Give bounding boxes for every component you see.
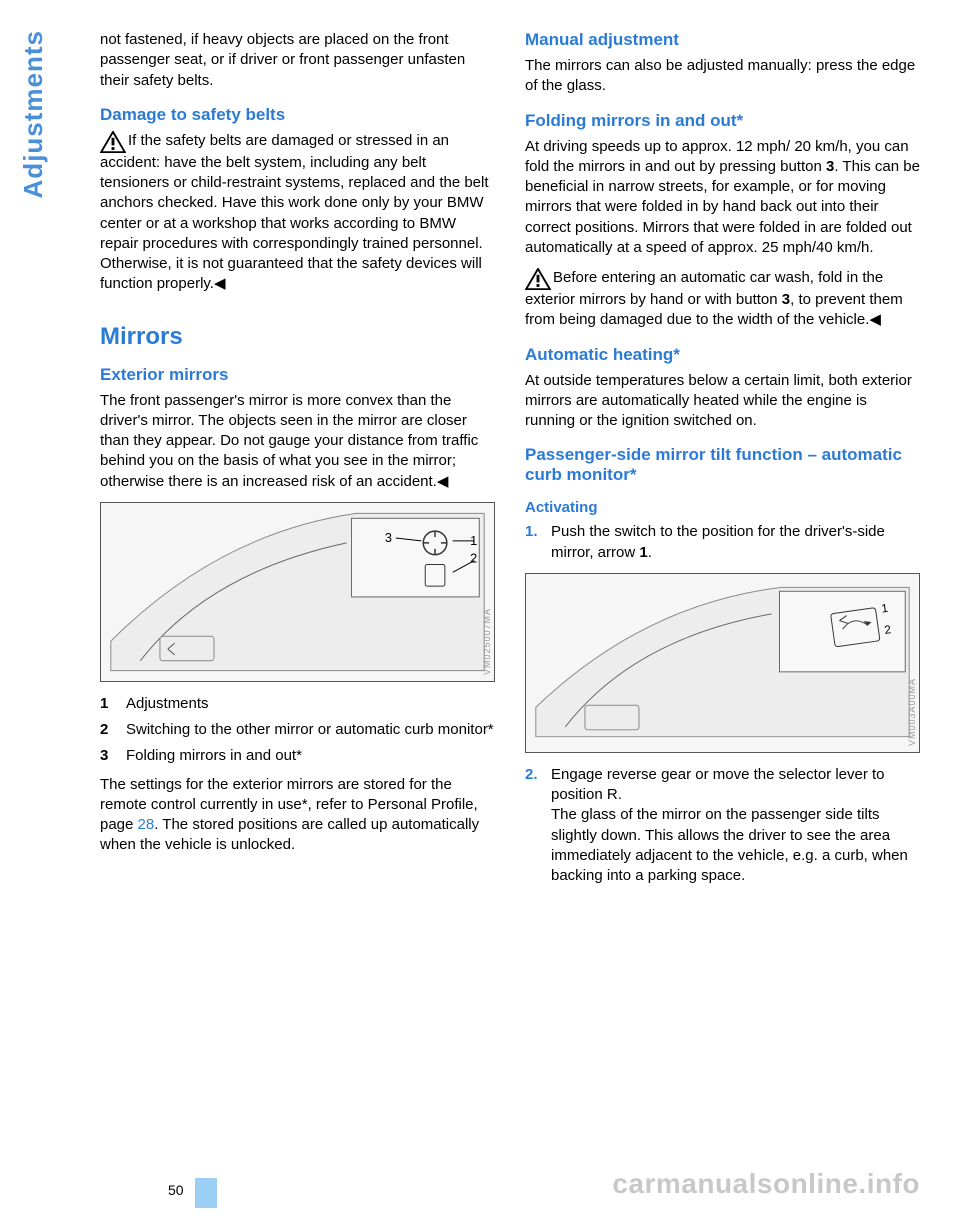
step-item: 2. Engage reverse gear or move the selec… xyxy=(525,765,920,887)
damage-text: If the safety belts are damaged or stres… xyxy=(100,132,489,293)
auto-heat-text: At outside temperatures below a certain … xyxy=(525,371,920,432)
page-reference-link[interactable]: 28 xyxy=(138,816,155,833)
figure-tilt: 1 2 VM003A00MA xyxy=(525,573,920,753)
heading-auto-heating: Automatic heating* xyxy=(525,345,920,365)
folding-warning: Before entering an automatic car wash, f… xyxy=(525,268,920,331)
damage-paragraph: If the safety belts are damaged or stres… xyxy=(100,131,495,295)
heading-mirrors: Mirrors xyxy=(100,323,495,351)
figure-code: VM025007MA xyxy=(482,608,492,675)
legend-list: 1Adjustments 2Switching to the other mir… xyxy=(100,694,495,767)
heading-exterior-mirrors: Exterior mirrors xyxy=(100,365,495,385)
steps-list-2: 2. Engage reverse gear or move the selec… xyxy=(525,765,920,887)
svg-text:3: 3 xyxy=(385,530,392,545)
legend-item: 3Folding mirrors in and out* xyxy=(100,746,495,766)
heading-folding: Folding mirrors in and out* xyxy=(525,111,920,131)
legend-item: 2Switching to the other mirror or automa… xyxy=(100,720,495,740)
warning-icon xyxy=(100,131,126,153)
heading-damage: Damage to safety belts xyxy=(100,105,495,125)
content-columns: not fastened, if heavy objects are place… xyxy=(100,30,920,894)
right-column: Manual adjustment The mirrors can also b… xyxy=(525,30,920,894)
heading-activating: Activating xyxy=(525,499,920,516)
intro-paragraph: not fastened, if heavy objects are place… xyxy=(100,30,495,91)
steps-list: 1. Push the switch to the position for t… xyxy=(525,522,920,563)
folding-text: At driving speeds up to approx. 12 mph/ … xyxy=(525,137,920,259)
page-number: 50 xyxy=(168,1182,184,1198)
page-tab xyxy=(195,1178,217,1208)
page: Adjustments not fastened, if heavy objec… xyxy=(0,0,960,1220)
figure-mirror-controls: 3 1 2 VM025007MA xyxy=(100,502,495,682)
warning-icon xyxy=(525,268,551,290)
exterior-text: The front passenger's mirror is more con… xyxy=(100,391,495,492)
step-item: 1. Push the switch to the position for t… xyxy=(525,522,920,563)
heading-tilt: Passenger-side mirror tilt function – au… xyxy=(525,445,920,485)
manual-text: The mirrors can also be adjusted manuall… xyxy=(525,56,920,97)
heading-manual: Manual adjustment xyxy=(525,30,920,50)
legend-item: 1Adjustments xyxy=(100,694,495,714)
sidebar-section-label: Adjustments xyxy=(18,30,49,198)
left-column: not fastened, if heavy objects are place… xyxy=(100,30,495,894)
figure-code: VM003A00MA xyxy=(907,678,917,746)
watermark: carmanualsonline.info xyxy=(612,1168,920,1200)
settings-paragraph: The settings for the exterior mirrors ar… xyxy=(100,775,495,856)
svg-text:2: 2 xyxy=(470,550,477,565)
svg-text:1: 1 xyxy=(470,533,477,548)
